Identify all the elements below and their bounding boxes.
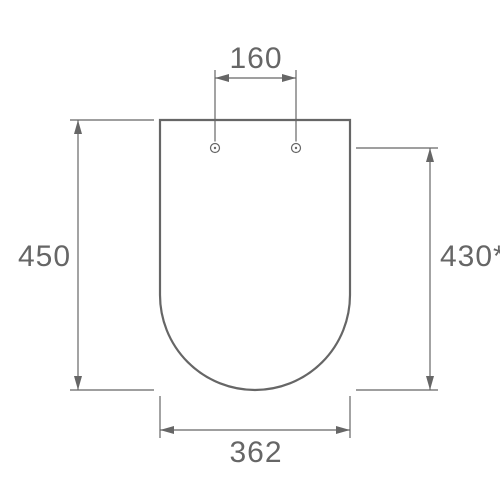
- dimension-label: 160: [229, 42, 282, 75]
- dimension-label: 450: [18, 240, 71, 273]
- dimension-arrowhead: [215, 74, 229, 82]
- dimension-label: 430*: [440, 240, 500, 273]
- dimension-arrowhead: [160, 426, 174, 434]
- dimension-arrowhead: [282, 74, 296, 82]
- dimension-label: 362: [229, 436, 282, 469]
- technical-drawing: 160 450 430* 362: [0, 0, 500, 500]
- seat-outline: [160, 120, 350, 390]
- dimension-arrowhead: [426, 376, 434, 390]
- mounting-hole-center: [214, 147, 216, 149]
- dimension-arrowhead: [336, 426, 350, 434]
- dimension-arrowhead: [74, 376, 82, 390]
- dimension-arrowhead: [426, 148, 434, 162]
- mounting-hole-center: [295, 147, 297, 149]
- dimension-arrowhead: [74, 120, 82, 134]
